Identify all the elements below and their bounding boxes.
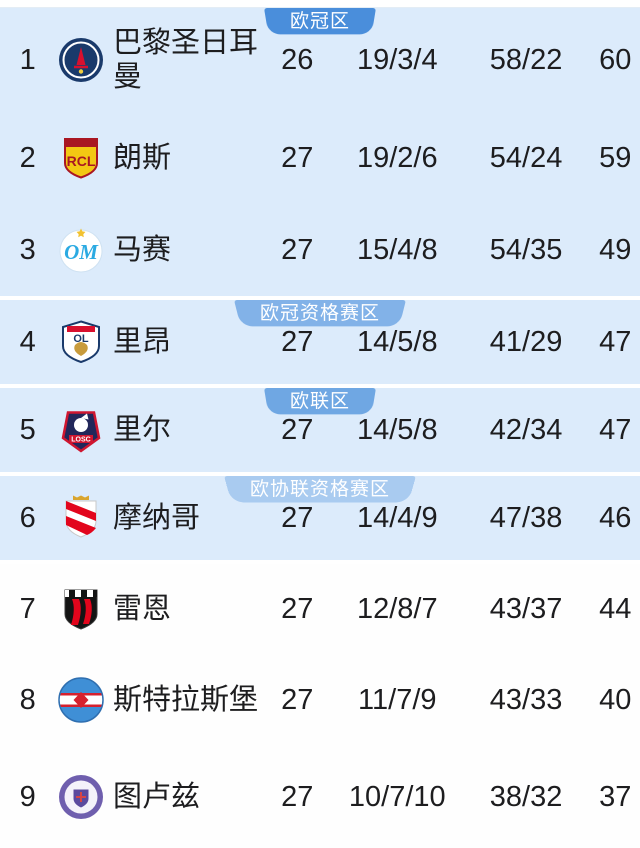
win-draw-loss: 14/5/8 [356,413,438,446]
league-standings-table: 欧冠区 1 巴黎圣日耳曼 26 19/3/4 58/22 60 2 [0,8,640,848]
table-row[interactable]: 5 LOSC 里尔 27 14/5/8 42/34 47 [0,388,640,472]
top-divider [0,0,640,8]
rank: 9 [19,780,36,813]
team-name: 里尔 [112,413,171,446]
rank: 7 [19,592,36,625]
team-name: 摩纳哥 [112,501,200,534]
win-draw-loss: 11/7/9 [358,683,437,716]
team-name: 里昂 [112,325,171,358]
points: 47 [599,413,632,446]
svg-text:RCL: RCL [67,153,96,169]
zone-conference-qualification: 欧协联资格赛区 6 摩纳哥 27 14/4/9 47/38 46 [0,476,640,560]
table-row[interactable]: 9 图卢兹 27 10/7/10 38/32 37 [0,746,640,848]
goals-for-against: 42/34 [489,413,563,446]
table-row[interactable]: 7 雷恩 27 12/8/7 43/37 44 [0,564,640,654]
zone-badge-label: 欧协联资格赛区 [249,479,391,500]
table-row[interactable]: 3 OM 马赛 27 15/4/8 54/35 49 [0,204,640,296]
goals-for-against: 58/22 [489,43,563,76]
matches-played: 27 [281,141,314,174]
lille-crest-icon: LOSC [55,406,107,454]
rank: 1 [19,43,36,76]
team-name: 巴黎圣日耳曼 [112,26,258,93]
team-name: 图卢兹 [112,780,200,813]
points: 49 [599,233,632,266]
matches-played: 27 [281,413,314,446]
team-name: 朗斯 [112,141,171,174]
matches-played: 27 [281,501,314,534]
points: 40 [599,683,632,716]
rank: 8 [19,683,36,716]
psg-crest-icon [55,36,107,84]
zone-badge-conference-qualification: 欧协联资格赛区 [223,476,417,505]
team-name: 斯特拉斯堡 [112,683,258,716]
zone-badge-europa-league: 欧联区 [263,388,377,417]
rennes-crest-icon [55,585,107,633]
win-draw-loss: 10/7/10 [348,780,446,813]
goals-for-against: 41/29 [489,325,563,358]
team-name: 雷恩 [112,592,171,625]
table-row[interactable]: 8 斯特拉斯堡 27 11/7/9 43/33 40 [0,654,640,746]
matches-played: 27 [281,233,314,266]
matches-played: 27 [281,325,314,358]
win-draw-loss: 14/4/9 [356,501,438,534]
svg-text:OM: OM [64,240,99,264]
table-row[interactable]: 1 巴黎圣日耳曼 26 19/3/4 58/22 60 [0,8,640,112]
points: 44 [599,592,632,625]
table-row[interactable]: 6 摩纳哥 27 14/4/9 47/38 46 [0,476,640,560]
zone-europa-league: 欧联区 5 LOSC 里尔 27 14/5/8 42/34 47 [0,388,640,472]
goals-for-against: 47/38 [489,501,563,534]
goals-for-against: 54/35 [489,233,563,266]
monaco-crest-icon [55,494,107,542]
svg-text:LOSC: LOSC [71,437,90,444]
goals-for-against: 43/33 [489,683,563,716]
rank: 3 [19,233,36,266]
points: 60 [599,43,632,76]
strasbourg-crest-icon [55,676,107,724]
win-draw-loss: 19/3/4 [356,43,438,76]
svg-text:OL: OL [74,333,90,345]
matches-played: 27 [281,683,314,716]
matches-played: 27 [281,592,314,625]
matches-played: 26 [281,43,314,76]
team-name: 马赛 [112,233,171,266]
points: 47 [599,325,632,358]
rank: 5 [19,413,36,446]
points: 46 [599,501,632,534]
lens-crest-icon: RCL [55,134,107,182]
points: 59 [599,141,632,174]
toulouse-crest-icon [55,773,107,821]
zone-midtable: 7 雷恩 27 12/8/7 43/37 44 8 [0,564,640,848]
rank: 2 [19,141,36,174]
zone-badge-champions-league: 欧冠区 [263,8,377,37]
goals-for-against: 54/24 [489,141,563,174]
zone-badge-cl-qualification: 欧冠资格赛区 [233,300,407,329]
goals-for-against: 38/32 [489,780,563,813]
win-draw-loss: 14/5/8 [356,325,438,358]
table-row[interactable]: 4 OL 里昂 27 14/5/8 41/29 47 [0,300,640,384]
win-draw-loss: 15/4/8 [356,233,438,266]
rank: 6 [19,501,36,534]
marseille-crest-icon: OM [55,226,107,274]
rank: 4 [19,325,36,358]
goals-for-against: 43/37 [489,592,563,625]
win-draw-loss: 12/8/7 [356,592,438,625]
zone-champions-league: 欧冠区 1 巴黎圣日耳曼 26 19/3/4 58/22 60 2 [0,8,640,296]
points: 37 [599,780,632,813]
zone-badge-label: 欧联区 [289,391,351,412]
zone-cl-qualification: 欧冠资格赛区 4 OL 里昂 27 14/5/8 41/29 47 [0,300,640,384]
zone-badge-label: 欧冠区 [289,11,351,32]
zone-badge-label: 欧冠资格赛区 [259,303,381,324]
matches-played: 27 [281,780,314,813]
win-draw-loss: 19/2/6 [356,141,438,174]
table-row[interactable]: 2 RCL 朗斯 27 19/2/6 54/24 59 [0,112,640,204]
lyon-crest-icon: OL [55,318,107,366]
